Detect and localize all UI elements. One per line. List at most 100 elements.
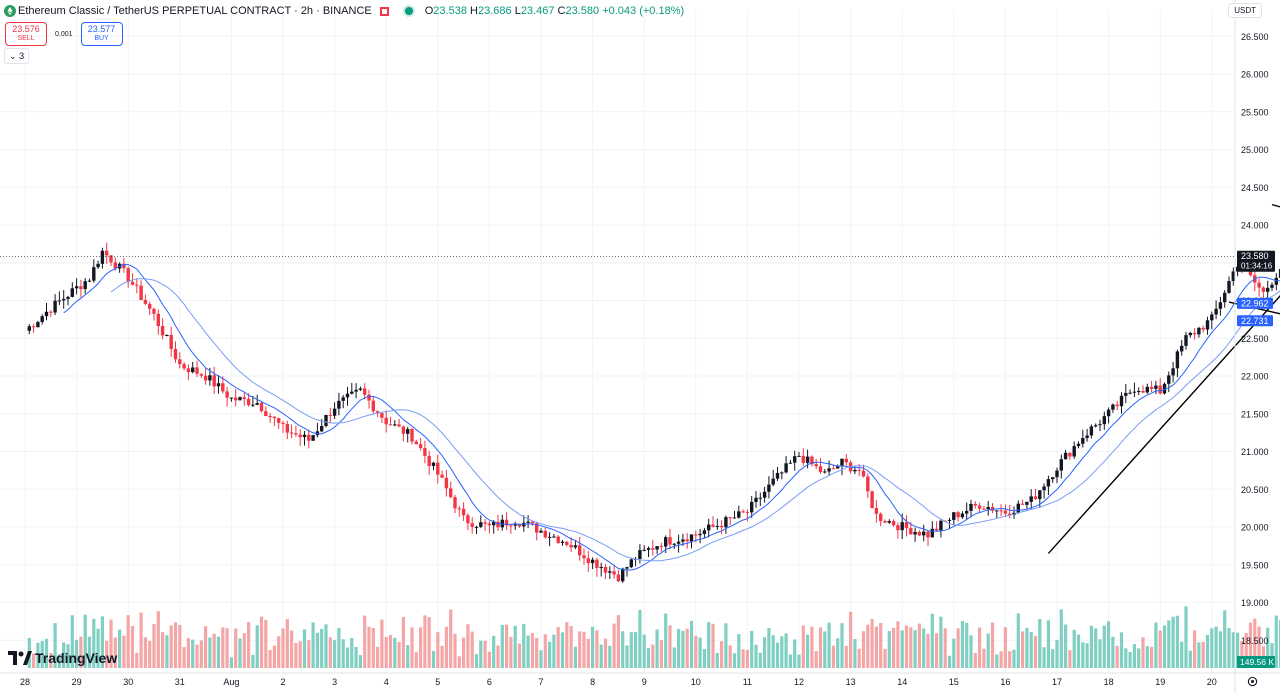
candle-body: [664, 537, 668, 547]
volume-bar: [750, 630, 754, 668]
volume-bar: [294, 642, 298, 668]
volume-bar: [380, 619, 384, 668]
candle-body: [324, 414, 328, 426]
candle-body: [797, 455, 801, 457]
candle-body: [724, 517, 728, 528]
price-tick-label: 25.000: [1241, 145, 1269, 155]
candle-body: [414, 441, 418, 445]
volume-bar: [965, 622, 969, 668]
volume-bar: [814, 651, 818, 668]
time-tick-label: 19: [1155, 677, 1165, 687]
change-value: +0.043 (+0.18%): [602, 5, 685, 17]
settings-icon[interactable]: [1247, 676, 1258, 687]
candle-body: [1085, 435, 1089, 439]
indicators-toggle-button[interactable]: ⌄ 3: [4, 48, 30, 64]
volume-bar: [195, 644, 199, 668]
candle-body: [676, 541, 681, 544]
tradingview-logo[interactable]: TradingView: [8, 650, 117, 666]
volume-bar: [530, 633, 534, 668]
candle-body: [956, 512, 960, 518]
candle-body: [277, 418, 281, 423]
candle-body: [130, 281, 135, 285]
volume-bar: [333, 640, 337, 668]
candle-body: [1132, 391, 1137, 393]
candle-body: [1210, 314, 1214, 321]
candle-body: [397, 424, 401, 427]
candle-body: [866, 476, 870, 492]
time-tick-label: 20: [1207, 677, 1217, 687]
candle-body: [642, 549, 646, 551]
candle-body: [44, 311, 49, 317]
volume-bar: [397, 641, 401, 668]
volume-bar: [419, 627, 423, 668]
volume-bar: [818, 627, 823, 668]
time-tick-label: 18: [1104, 677, 1114, 687]
candle-body: [896, 525, 900, 531]
volume-bar: [1158, 630, 1162, 668]
low-value: 23.467: [520, 5, 555, 17]
candle-body: [191, 367, 195, 373]
candle-body: [109, 255, 113, 263]
time-tick-label: 16: [1000, 677, 1010, 687]
candle-body: [986, 507, 990, 510]
candle-body: [388, 424, 393, 426]
flag-icon[interactable]: [379, 6, 389, 16]
volume-bar: [990, 622, 995, 668]
volume-bar: [169, 625, 173, 668]
volume-bar: [702, 649, 706, 668]
candle-body: [922, 531, 926, 536]
buy-button[interactable]: 23.577 BUY: [80, 22, 123, 46]
sell-button[interactable]: 23.576 SELL: [5, 22, 47, 46]
candle-body: [1261, 287, 1266, 292]
candle-body: [737, 511, 741, 518]
volume-bar: [1051, 649, 1055, 668]
volume-bar: [122, 635, 126, 668]
volume-bar: [926, 633, 930, 668]
candle-body: [122, 263, 126, 269]
candle-body: [707, 524, 711, 531]
candle-body: [1257, 282, 1261, 288]
tradingview-icon: [8, 651, 32, 665]
volume-bar: [363, 615, 367, 668]
volume-bar: [681, 630, 685, 668]
volume-bar: [328, 637, 332, 668]
candle-body: [371, 400, 375, 412]
volume-bar: [148, 640, 152, 668]
candle-body: [474, 526, 479, 528]
buy-label: BUY: [94, 35, 109, 42]
volume-bar: [216, 636, 221, 668]
candle-body: [530, 521, 535, 524]
volume-bar: [745, 649, 749, 668]
candle-body: [1167, 375, 1171, 384]
volume-bar: [221, 627, 225, 668]
high-label: H: [470, 5, 478, 17]
sell-label: SELL: [17, 35, 35, 42]
candle-body: [599, 567, 603, 569]
symbol-title[interactable]: Ethereum Classic / TetherUS PERPETUAL CO…: [18, 5, 372, 17]
volume-bar: [1162, 625, 1167, 668]
volume-bar: [229, 657, 233, 668]
candle-body: [504, 519, 509, 526]
ma-slow-price-tag-bg: [1237, 315, 1273, 327]
candle-body: [827, 468, 831, 472]
candle-body: [289, 432, 294, 434]
candle-body: [517, 523, 522, 527]
candle-body: [1081, 438, 1085, 444]
candle-body: [345, 393, 350, 398]
volume-bar: [62, 642, 66, 668]
candle-body: [57, 300, 62, 302]
volume-bar: [780, 636, 784, 668]
candle-body: [320, 425, 324, 432]
candle-body: [62, 298, 66, 301]
volume-bar: [806, 634, 810, 668]
candle-body: [758, 497, 762, 499]
candle-body: [337, 400, 341, 409]
candle-body: [1124, 392, 1128, 396]
currency-selector[interactable]: USDT: [1228, 3, 1262, 18]
last-price-tag-bg: [1237, 250, 1275, 272]
candle-body: [775, 472, 780, 479]
volume-bar: [324, 624, 328, 668]
candle-body: [754, 497, 758, 502]
volume-bar: [844, 646, 848, 668]
